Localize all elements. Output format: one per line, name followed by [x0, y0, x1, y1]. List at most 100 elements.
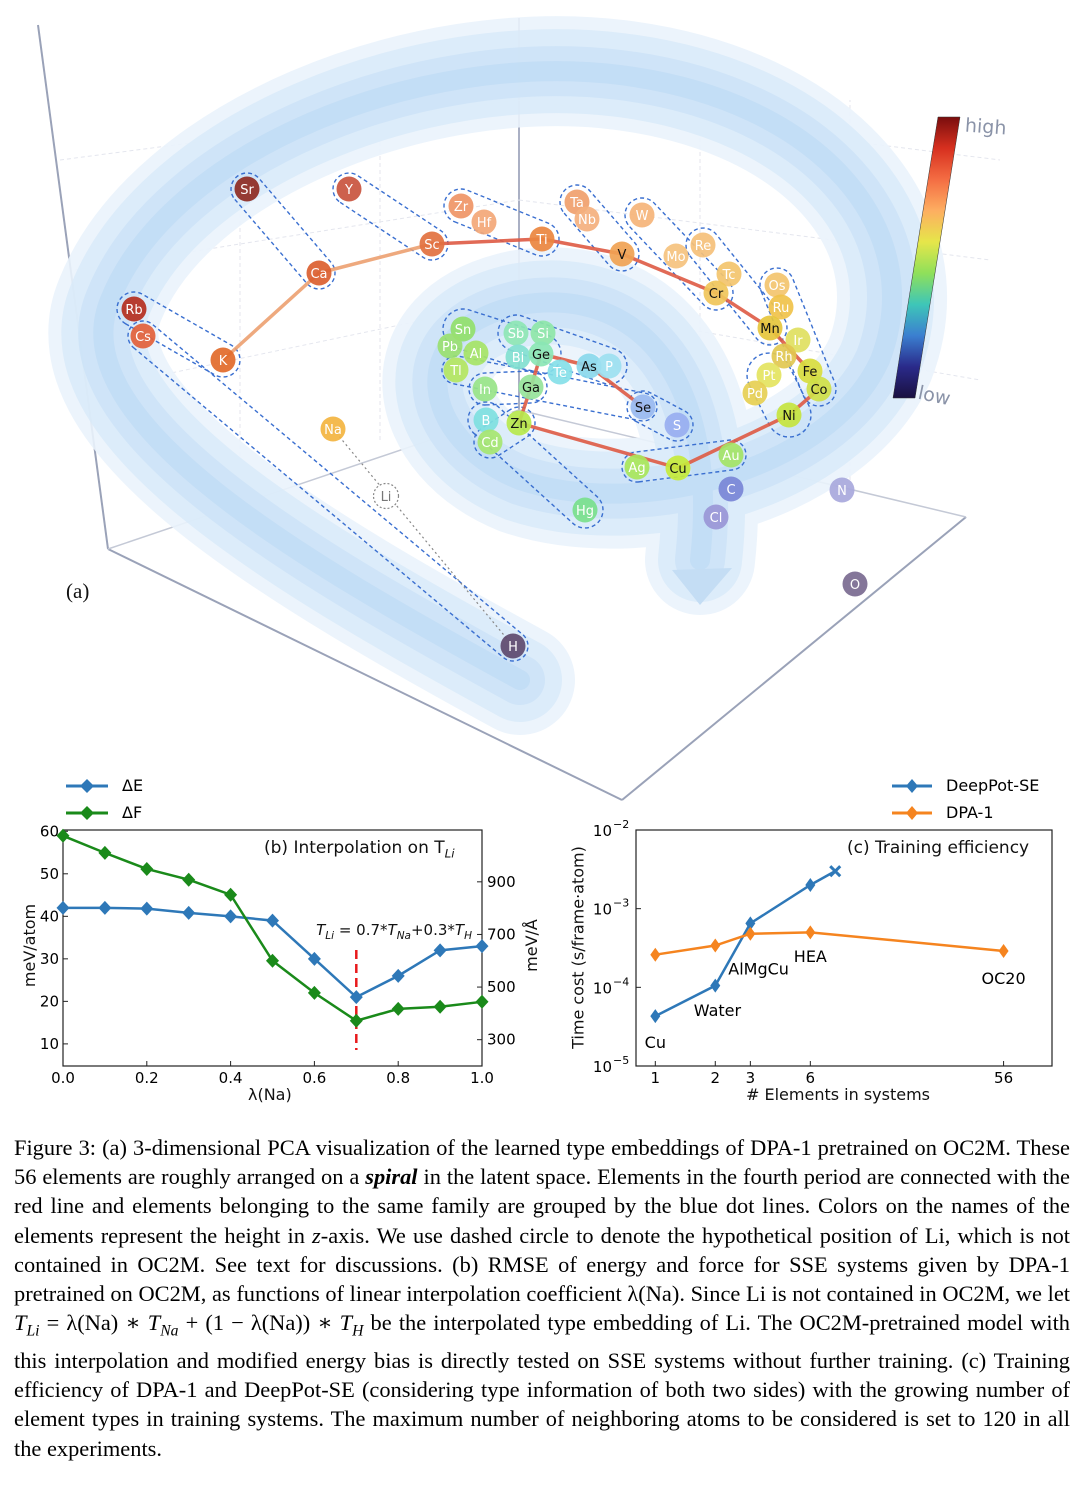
- element-symbol: Au: [722, 449, 739, 464]
- element-re: Re: [690, 232, 716, 258]
- legend-label: ΔF: [122, 803, 143, 822]
- element-marker: [716, 261, 742, 287]
- data-point: [266, 953, 279, 968]
- element-symbol: Ru: [773, 301, 790, 316]
- y-tick-exponent: −2: [613, 818, 629, 831]
- y-right-tick-label: 500: [487, 978, 516, 996]
- element-symbol: Se: [635, 401, 651, 416]
- element-marker: [306, 260, 332, 286]
- element-marker: [624, 454, 650, 480]
- element-marker: [806, 376, 832, 402]
- period-segment: [517, 421, 680, 470]
- element-sn: Sn: [450, 316, 476, 342]
- y-tick-label: 10: [593, 1058, 612, 1076]
- legend-marker-icon: [66, 778, 108, 793]
- group-outline-in-ga: [468, 370, 548, 406]
- element-symbol: P: [605, 360, 613, 375]
- element-mo: Mo: [663, 243, 689, 269]
- element-s: S: [664, 412, 690, 438]
- group-outline-zr-ti: [443, 188, 560, 257]
- y-tick-label: 10: [593, 901, 612, 919]
- element-na: Na: [320, 416, 346, 442]
- y-right-tick-label: 300: [487, 1031, 516, 1049]
- group-outline-zn-cd: [473, 406, 536, 459]
- element-zr: Zr: [448, 193, 474, 219]
- element-symbol: As: [581, 360, 597, 375]
- element-o: O: [842, 571, 868, 597]
- annotation-water: Water: [694, 1001, 742, 1020]
- element-marker: [771, 343, 797, 369]
- element-symbol: N: [837, 484, 847, 499]
- y-right-tick-label: 900: [487, 873, 516, 891]
- element-symbol: Rb: [125, 303, 142, 318]
- element-marker: [529, 226, 555, 252]
- element-symbol: Cu: [669, 462, 686, 477]
- legend-b: ΔE ΔF: [66, 772, 143, 826]
- legend-item-delta-e: ΔE: [66, 772, 143, 799]
- y-tick-label: 50: [40, 865, 59, 883]
- element-symbol: Cs: [135, 330, 151, 345]
- element-marker: [842, 571, 868, 597]
- element-marker: [130, 323, 156, 349]
- element-marker: [503, 320, 529, 346]
- series-line-DeepPot-SE: [654, 870, 836, 1018]
- colorbar-high-label: high: [964, 114, 1008, 140]
- data-point: [224, 887, 238, 902]
- group-outline-w-cr: [624, 197, 734, 311]
- element-marker: [663, 243, 689, 269]
- element-marker: [210, 347, 236, 373]
- element-ca: Ca: [306, 260, 332, 286]
- element-se: Se: [630, 394, 656, 420]
- element-sb: Sb: [503, 320, 529, 346]
- element-symbol: Na: [324, 423, 342, 438]
- x-tick-label: 0.0: [51, 1069, 75, 1087]
- x-tick-label: 0.4: [219, 1069, 243, 1087]
- element-symbol: Ca: [310, 267, 327, 282]
- element-sc: Sc: [419, 231, 445, 257]
- element-symbol: In: [479, 383, 491, 398]
- element-marker: [472, 376, 498, 402]
- legend-marker-icon: [892, 778, 932, 793]
- element-symbol: Bi: [512, 351, 525, 366]
- data-point: [805, 877, 816, 892]
- element-marker: [419, 231, 445, 257]
- element-symbol: Te: [552, 366, 567, 381]
- element-marker: [506, 410, 532, 436]
- group-outline-ta-v: [559, 184, 640, 272]
- data-point: [433, 943, 447, 958]
- element-te: Te: [547, 359, 573, 385]
- data-point: [182, 872, 196, 887]
- data-point: [140, 861, 154, 876]
- element-y: Y: [336, 176, 362, 202]
- data-point: [475, 994, 489, 1009]
- data-point: [391, 968, 405, 983]
- element-marker: [336, 176, 362, 202]
- element-co: Co: [806, 376, 832, 402]
- element-tl: Tl: [443, 357, 469, 383]
- element-symbol: Li: [381, 490, 392, 505]
- element-symbol: Ge: [532, 348, 550, 363]
- chart-b-xlabel: λ(Na): [248, 1085, 292, 1104]
- element-marker: [703, 504, 729, 530]
- element-ga: Ga: [518, 374, 544, 400]
- element-symbol: Co: [810, 383, 827, 398]
- element-symbol: V: [618, 248, 627, 263]
- element-symbol: O: [850, 578, 860, 593]
- element-marker: [463, 340, 489, 366]
- element-symbol: Sn: [455, 323, 472, 338]
- element-marker: [471, 209, 497, 235]
- chart-c-xlabel: # Elements in systems: [746, 1085, 931, 1104]
- data-point: [182, 905, 196, 920]
- element-marker: [718, 476, 744, 502]
- element-symbol: H: [508, 640, 518, 655]
- legend-item-dpa-1: DPA-1: [892, 799, 1039, 826]
- element-symbol: Cd: [481, 436, 498, 451]
- group-outline-y-sc: [332, 172, 449, 261]
- element-symbol: Mo: [666, 250, 685, 265]
- element-marker: [372, 482, 400, 510]
- element-mn: Mn: [757, 315, 783, 341]
- group-outline-os-co: [759, 267, 837, 407]
- element-bi: Bi: [505, 344, 531, 370]
- element-zn: Zn: [506, 410, 532, 436]
- element-symbol: Zr: [454, 200, 469, 215]
